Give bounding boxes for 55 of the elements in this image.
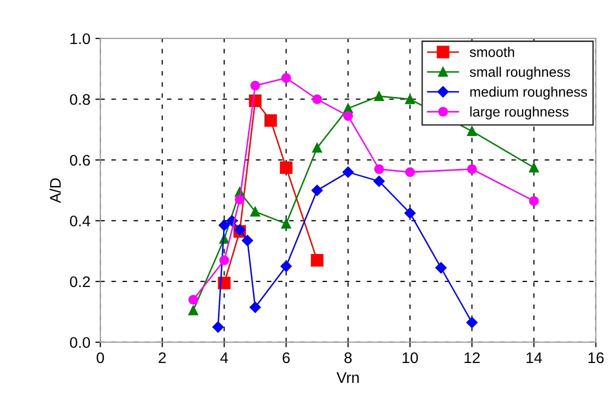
y-tick-label: 1.0 xyxy=(70,33,90,44)
point xyxy=(310,254,324,266)
point xyxy=(435,262,447,274)
x-tick-label: 4 xyxy=(220,352,228,364)
point xyxy=(242,234,254,246)
point xyxy=(373,176,385,187)
y-tick-label: 0.8 xyxy=(70,94,90,105)
point xyxy=(342,166,354,178)
point xyxy=(281,73,291,83)
point xyxy=(405,167,415,177)
point xyxy=(219,255,230,266)
point xyxy=(529,162,539,172)
point xyxy=(188,305,198,316)
x-tick-label: 16 xyxy=(588,352,604,364)
point xyxy=(312,142,322,153)
x-tick-label: 12 xyxy=(464,352,480,364)
point xyxy=(234,224,246,236)
point xyxy=(529,196,539,206)
y-tick-label: 0.2 xyxy=(70,276,90,288)
point xyxy=(312,94,322,104)
point xyxy=(250,206,260,216)
point xyxy=(404,208,416,219)
point xyxy=(250,302,261,313)
point xyxy=(188,294,198,305)
point xyxy=(264,114,277,127)
point xyxy=(280,260,292,272)
point xyxy=(212,321,224,333)
point xyxy=(280,161,292,174)
point xyxy=(405,94,415,104)
point xyxy=(467,126,477,136)
y-tick-label: 0.4 xyxy=(70,216,90,226)
point xyxy=(343,111,353,121)
x-tick-label: 8 xyxy=(344,352,352,364)
point xyxy=(312,184,323,196)
legend-label: small roughness xyxy=(470,66,570,80)
point xyxy=(250,80,260,90)
y-tick-label: 0.0 xyxy=(70,337,90,348)
point xyxy=(374,164,384,174)
point xyxy=(234,194,245,204)
y-tick-label: 0.6 xyxy=(70,154,90,166)
x-axis-title: Vrn xyxy=(336,372,359,383)
x-tick-label: 6 xyxy=(282,352,290,364)
legend-label: large roughness xyxy=(470,106,568,120)
point xyxy=(467,164,477,174)
legend-label: medium roughness xyxy=(470,86,588,100)
x-tick-label: 0 xyxy=(96,352,104,364)
point xyxy=(281,218,291,229)
point xyxy=(374,91,384,102)
x-tick-label: 10 xyxy=(402,352,418,364)
legend-label: smooth xyxy=(470,46,514,58)
y-axis-title: A/D xyxy=(50,178,61,204)
x-tick-label: 14 xyxy=(526,352,542,364)
point xyxy=(218,220,230,231)
point xyxy=(466,316,478,328)
x-tick-label: 2 xyxy=(158,352,166,364)
